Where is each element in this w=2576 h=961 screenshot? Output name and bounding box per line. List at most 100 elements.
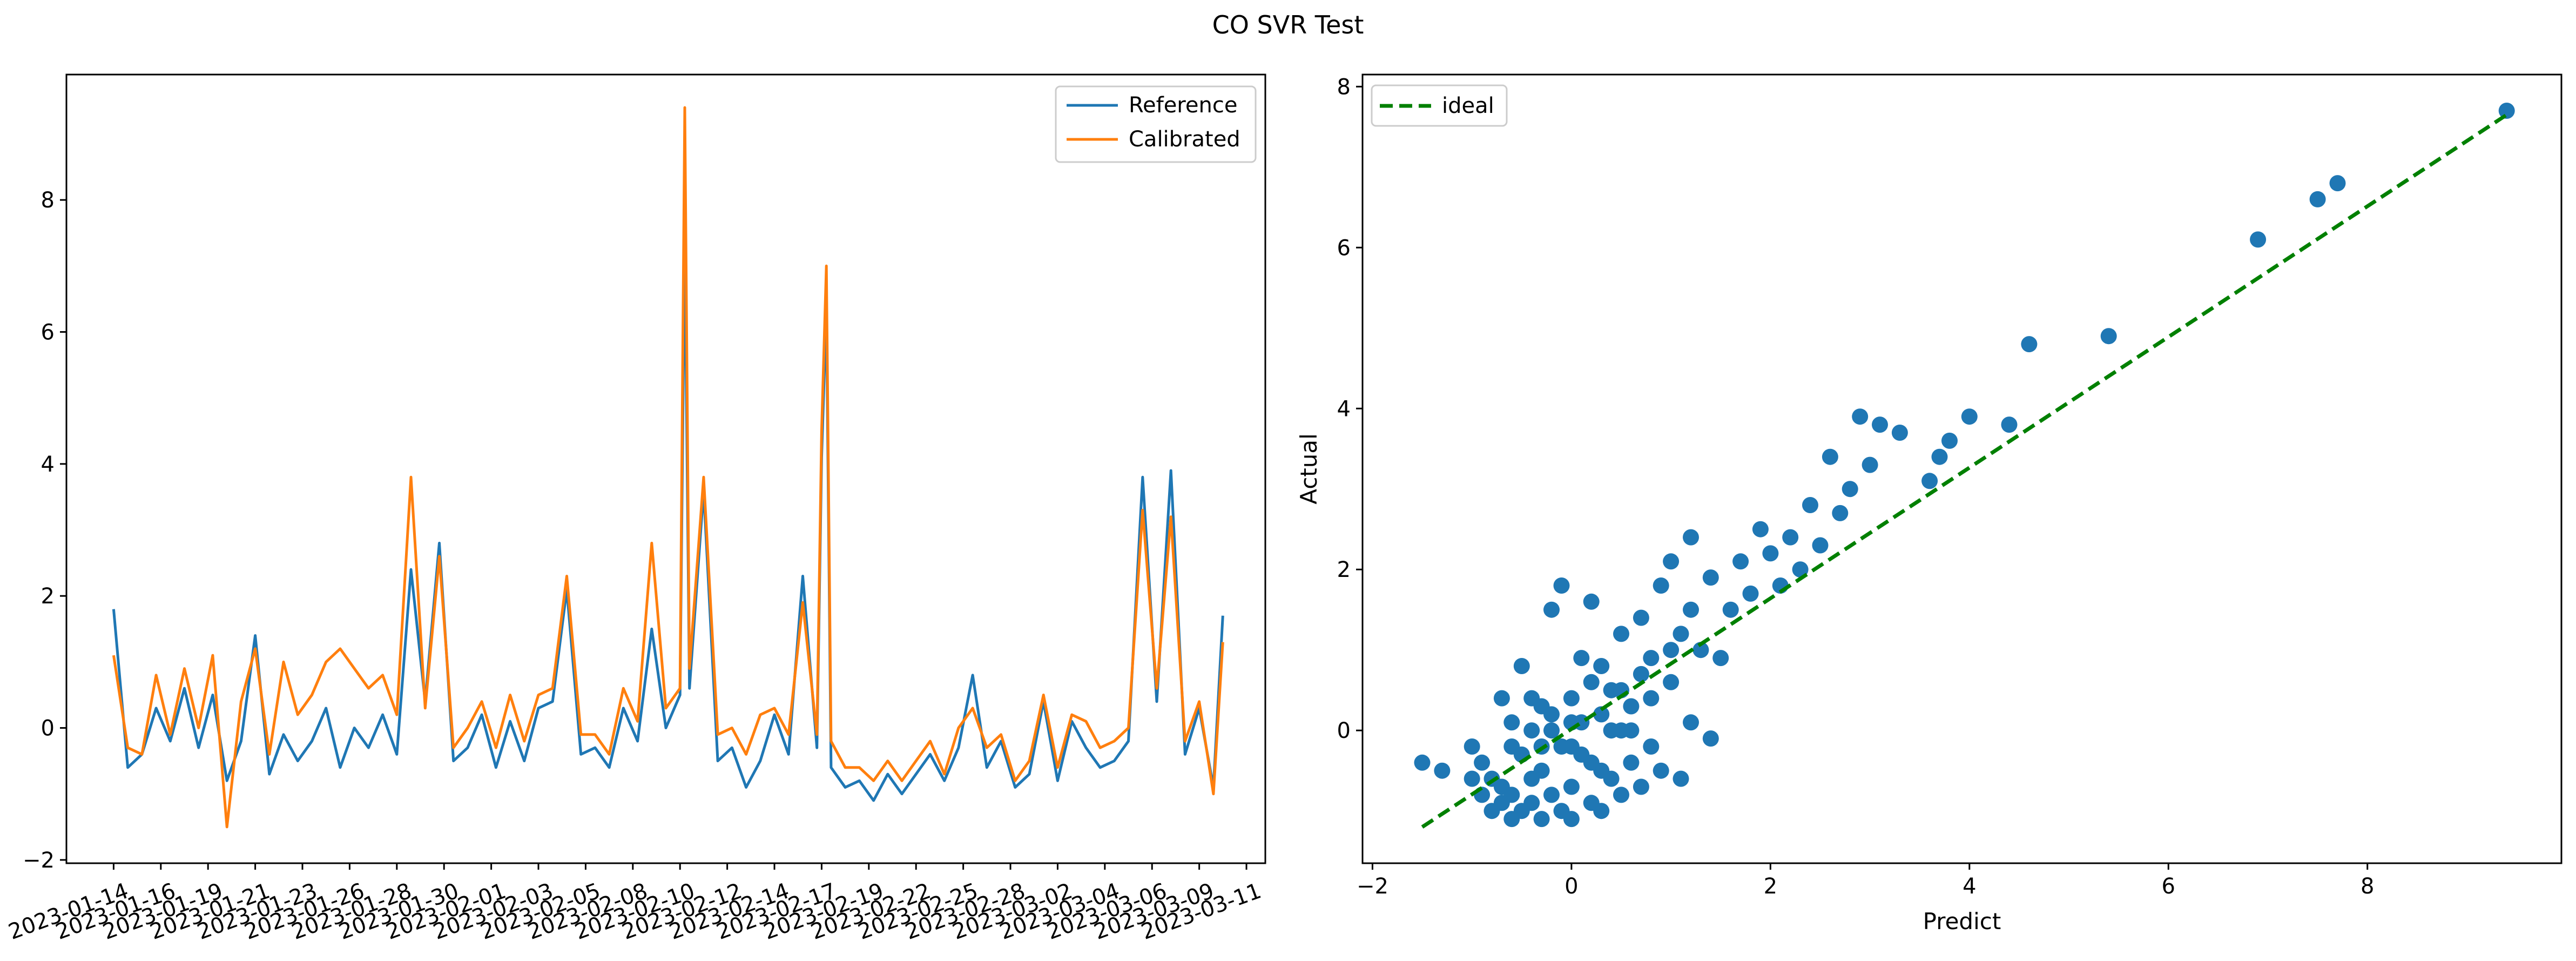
- scatter-point: [2001, 416, 2018, 433]
- scatter-point: [1543, 787, 1560, 803]
- scatter-point: [1533, 762, 1550, 779]
- scatter-point: [2021, 336, 2038, 353]
- scatter-point: [1523, 722, 1540, 739]
- right-xtick-label: 6: [2162, 874, 2175, 899]
- scatter-point: [1543, 722, 1560, 739]
- legend-ideal-label: ideal: [1442, 93, 1494, 118]
- scatter-point: [1583, 674, 1600, 690]
- scatter-point: [1643, 690, 1660, 707]
- scatter-point: [1523, 795, 1540, 811]
- scatter-point: [1563, 690, 1580, 707]
- scatter-point: [1543, 601, 1560, 618]
- scatter-point: [1414, 754, 1431, 771]
- scatter-point: [1523, 690, 1540, 707]
- left-plot-frame: [65, 73, 1266, 864]
- scatter-point: [1593, 658, 1610, 674]
- right-xtick-label: 2: [1764, 874, 1777, 899]
- scatter-point: [1543, 706, 1560, 723]
- scatter-point: [2498, 103, 2515, 119]
- scatter-point: [1742, 585, 1759, 602]
- right-plot-frame: [1361, 73, 2562, 864]
- scatter-point: [1533, 811, 1550, 828]
- scatter-point: [1812, 537, 1829, 554]
- scatter-point: [1474, 754, 1491, 771]
- left-ytick-label: 0: [41, 716, 55, 741]
- scatter-point: [1563, 778, 1580, 795]
- right-xtick-label: 0: [1565, 874, 1578, 899]
- scatter-point: [1683, 601, 1699, 618]
- scatter-point: [1623, 754, 1640, 771]
- scatter-point: [1603, 722, 1620, 739]
- scatter-point: [2250, 231, 2267, 248]
- scatter-point: [1503, 738, 1520, 755]
- scatter-point: [1583, 754, 1600, 771]
- scatter-point: [1762, 545, 1779, 562]
- scatter-point: [1563, 738, 1580, 755]
- scatter-point: [1663, 674, 1680, 690]
- scatter-point: [1553, 577, 1570, 594]
- scatter-point: [1722, 601, 1739, 618]
- scatter-point: [1633, 609, 1649, 626]
- scatter-point: [1872, 416, 1888, 433]
- scatter-point: [1931, 448, 1948, 465]
- scatter-point: [1633, 778, 1649, 795]
- figure-suptitle: CO SVR Test: [1212, 10, 1364, 39]
- right-yaxis-label: Actual: [1296, 433, 1322, 505]
- scatter-point: [1603, 770, 1620, 787]
- scatter-point: [1464, 738, 1480, 755]
- scatter-point: [1752, 521, 1769, 537]
- legend-reference-label: Reference: [1129, 93, 1237, 118]
- scatter-point: [1643, 650, 1660, 667]
- scatter-point: [1583, 593, 1600, 610]
- scatter-point: [1613, 787, 1629, 803]
- left-ytick-label: 6: [41, 320, 55, 345]
- left-ytick-label: 2: [41, 584, 55, 609]
- scatter-point: [2100, 328, 2117, 345]
- scatter-point: [1862, 456, 1878, 473]
- scatter-point: [1653, 577, 1669, 594]
- scatter-point: [2329, 175, 2346, 192]
- scatter-point: [1464, 770, 1480, 787]
- scatter-point: [1921, 473, 1938, 489]
- ideal-line: [1421, 113, 2508, 829]
- right-xaxis-label: Predict: [1923, 908, 2001, 935]
- scatter-point: [1712, 650, 1729, 667]
- right-legend-box: [1371, 84, 1508, 127]
- right-ytick-label: 0: [1337, 718, 1351, 743]
- right-xtick-label: 4: [1963, 874, 1976, 899]
- scatter-point: [1692, 642, 1709, 658]
- scatter-point: [1782, 529, 1799, 546]
- scatter-point: [1563, 811, 1580, 828]
- left-legend: Reference Calibrated: [1055, 85, 1257, 163]
- scatter-point: [1503, 787, 1520, 803]
- scatter-point: [1573, 650, 1590, 667]
- scatter-point: [1623, 722, 1640, 739]
- scatter-point: [1792, 561, 1809, 578]
- scatter-point: [1961, 408, 1978, 425]
- scatter-chart: 0 2 4 6 8 −2 0 2 4 6 8 Predict Actual ideal: [1296, 73, 2562, 935]
- scatter-point: [1633, 666, 1649, 682]
- scatter-point: [1832, 505, 1849, 521]
- scatter-point: [1732, 553, 1749, 570]
- scatter-point: [2309, 191, 2326, 207]
- scatter-point: [1593, 803, 1610, 819]
- scatter-point: [1613, 626, 1629, 642]
- scatter-point: [1683, 529, 1699, 546]
- right-legend: ideal: [1371, 84, 1508, 127]
- scatter-point: [1702, 730, 1719, 747]
- left-ytick-label: 8: [41, 188, 55, 213]
- right-xtick-label: −2: [1357, 874, 1388, 899]
- scatter-point: [1593, 706, 1610, 723]
- series-line-calibrated: [112, 106, 1224, 829]
- scatter-point: [1663, 642, 1680, 658]
- scatter-point: [1702, 569, 1719, 586]
- left-ytick-label: −2: [23, 848, 55, 873]
- scatter-point: [1673, 770, 1689, 787]
- scatter-point: [1653, 762, 1669, 779]
- scatter-point: [1663, 553, 1680, 570]
- scatter-point: [1852, 408, 1869, 425]
- scatter-point: [1643, 738, 1660, 755]
- right-ytick-label: 2: [1337, 557, 1351, 582]
- right-xtick-label: 8: [2361, 874, 2374, 899]
